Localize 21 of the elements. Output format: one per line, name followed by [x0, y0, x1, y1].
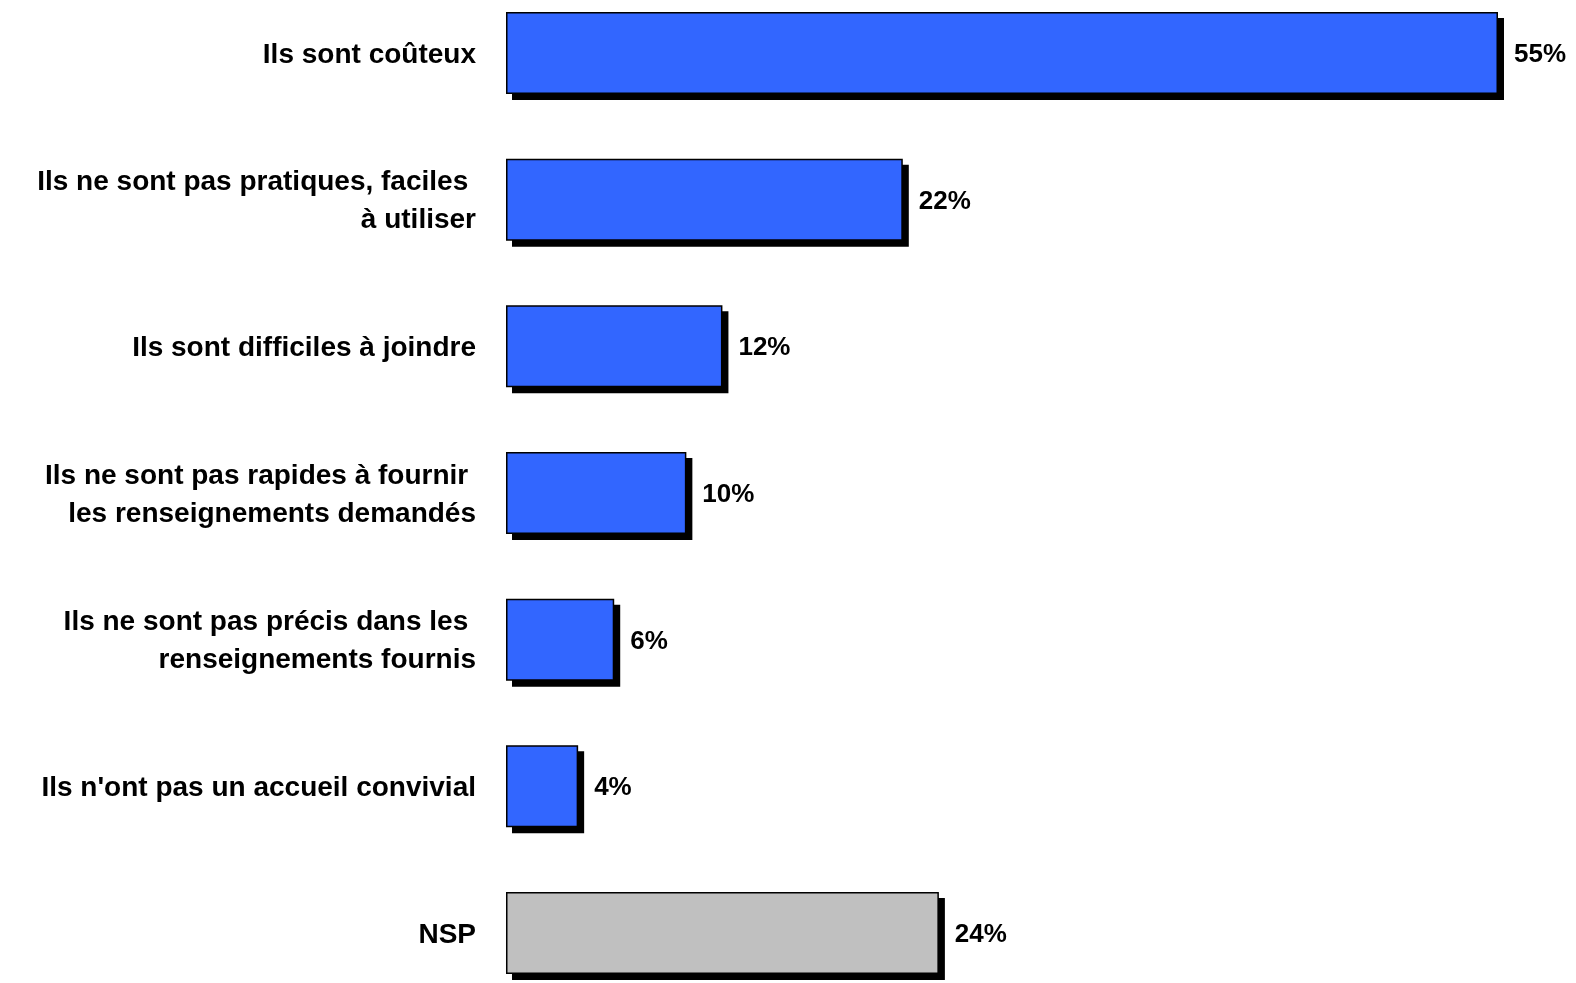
bar [506, 452, 687, 534]
bar [506, 892, 939, 974]
y-tick-label: Ils ne sont pas précis dans les renseignements fournis [63, 605, 476, 675]
data-label: 4% [594, 771, 632, 802]
bar [506, 598, 615, 681]
data-label: 24% [954, 918, 1007, 948]
y-tick-label: NSP [418, 917, 476, 949]
y-tick-label: Ils n'ont pas un accueil convivial [41, 770, 476, 802]
y-tick-label: Ils sont difficiles à joindre [132, 330, 476, 362]
data-label: 10% [702, 478, 755, 508]
bar [506, 305, 723, 388]
data-label: 12% [738, 331, 791, 362]
bar [506, 158, 903, 241]
data-label: 6% [630, 624, 668, 655]
bar [506, 12, 1498, 94]
data-label: 22% [918, 184, 971, 215]
y-tick-label: Ils ne sont pas pratiques, faciles à utiliser [37, 165, 477, 235]
y-tick-label: Ils ne sont pas rapides à fournir les renseignements demandés [45, 458, 476, 528]
y-tick-label: Ils sont coûteux [262, 37, 477, 69]
data-label: 55% [1514, 38, 1567, 68]
bar [506, 745, 579, 828]
